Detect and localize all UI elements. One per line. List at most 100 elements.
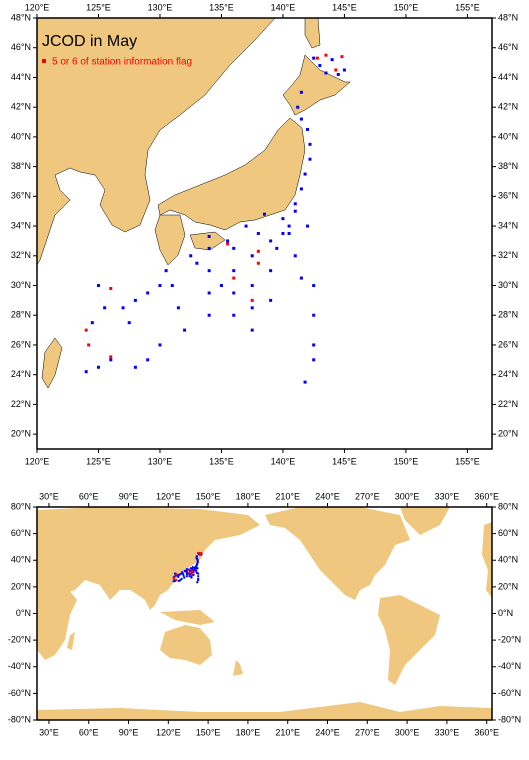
station [96,284,100,288]
x-tick-label: 150°E [196,491,221,501]
station [263,212,266,216]
station [176,574,179,577]
y-tick-label: 30°N [11,280,31,290]
y-tick-label: 20°N [498,581,518,591]
station [146,358,150,362]
station [146,291,150,295]
x-tick-label: 120°E [156,491,181,501]
station [250,298,254,302]
x-tick-label: 330°E [435,727,460,737]
x-tick-label: 150°E [196,727,221,737]
station [196,561,199,564]
y-tick-label: 0°N [498,608,513,618]
station [269,298,273,302]
station [175,578,178,581]
x-tick-label: 300°E [395,727,420,737]
y-tick-label: -40°N [8,661,31,671]
station [179,573,182,576]
y-tick-label: 32°N [498,250,518,260]
x-tick-label: 90°E [119,727,139,737]
x-tick-label: 210°E [275,491,300,501]
station [197,572,200,575]
x-tick-label: 60°E [79,491,99,501]
land-world [37,507,492,720]
station [200,552,203,555]
station [133,365,137,369]
station [109,286,113,290]
station [109,355,113,359]
x-tick-label: 120°E [25,2,50,12]
station [198,551,201,554]
y-tick-label: 42°N [498,102,518,112]
station [190,573,193,576]
station [180,572,183,575]
station [195,571,198,574]
station [275,246,279,250]
station [173,579,176,582]
x-tick-label: 145°E [332,456,357,466]
x-tick-label: 150°E [394,2,419,12]
station [330,58,334,62]
station [172,580,175,583]
y-tick-label: 24°N [11,369,31,379]
station [312,358,316,362]
station [193,569,196,572]
y-tick-label: 36°N [498,191,518,201]
x-tick-label: 240°E [315,727,340,737]
station [175,572,178,575]
station [158,284,162,288]
y-tick-label: 22°N [11,399,31,409]
station [232,269,236,273]
y-tick-label: 20°N [11,581,31,591]
station [312,343,316,347]
station [164,269,168,273]
land-top [36,17,351,389]
y-tick-label: 46°N [11,42,31,52]
station [191,569,194,572]
station [196,558,199,561]
station [312,284,316,288]
station [170,284,174,288]
station [196,562,199,565]
y-tick-label: 28°N [11,310,31,320]
y-tick-label: 48°N [498,12,518,22]
station [192,573,195,576]
station [183,576,186,579]
y-tick-label: 38°N [498,161,518,171]
frame-top [36,17,493,450]
station [256,261,260,265]
station [198,553,201,556]
station [232,276,236,280]
station [196,559,199,562]
x-tick-label: 130°E [148,2,173,12]
station [188,575,191,578]
station [197,575,200,578]
station [303,380,307,384]
station [196,581,199,584]
x-tick-label: 130°E [148,456,173,466]
station [185,569,188,572]
station [87,343,91,347]
station [173,572,176,575]
y-tick-label: -40°N [498,661,521,671]
y-tick-label: 44°N [498,72,518,82]
station [190,572,193,575]
station [336,72,340,76]
x-tick-label: 120°E [25,456,50,466]
x-tick-label: 30°E [39,491,59,501]
station [183,569,186,572]
y-tick-label: 60°N [498,528,518,538]
station [185,575,188,578]
station [185,571,188,574]
station [187,568,190,571]
station [190,576,193,579]
y-tick-label: -60°N [498,688,521,698]
station [207,234,211,238]
y-tick-label: 38°N [11,161,31,171]
station [172,577,175,580]
station [188,573,191,576]
station [177,573,180,576]
station [299,117,303,121]
station [96,365,100,369]
